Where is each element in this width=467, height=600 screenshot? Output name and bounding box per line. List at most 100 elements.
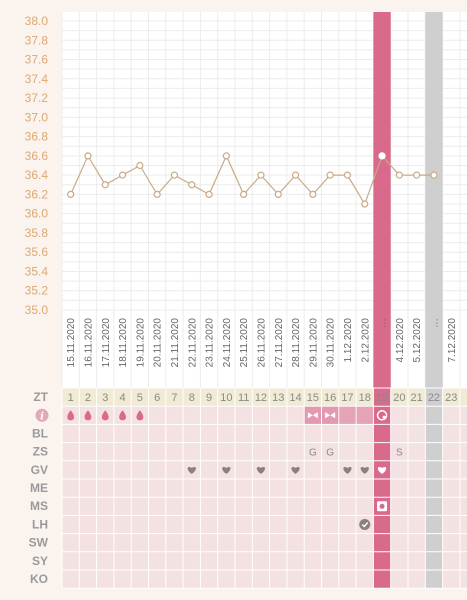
date-label: 21.11.2020 (170, 318, 181, 368)
temperature-point[interactable] (291, 171, 300, 179)
temperature-point[interactable] (118, 171, 127, 179)
bow-cell[interactable] (304, 406, 321, 424)
day-number: 18 (359, 392, 371, 404)
bow-cell[interactable] (322, 406, 339, 424)
temperature-point[interactable] (188, 181, 196, 189)
check-icon-mark (361, 522, 369, 528)
date-label: 16.11.2020 (83, 318, 94, 368)
date-label: 19.11.2020 (135, 318, 146, 368)
date-label: 26.11.2020 (256, 318, 267, 368)
date-label: 17.11.2020 (101, 318, 112, 368)
day-number: 14 (289, 392, 301, 404)
y-tick-label: 35.2 (25, 284, 49, 298)
highlight-day-table-column[interactable] (373, 388, 391, 589)
bow-icon (307, 412, 318, 419)
check-icon[interactable] (359, 519, 371, 530)
zt-row-background (62, 388, 467, 407)
day-number: 17 (341, 392, 353, 404)
heart-icon[interactable] (291, 466, 300, 474)
temperature-point[interactable] (378, 152, 386, 160)
date-label: 28.11.2020 (291, 318, 302, 368)
temperature-point[interactable] (205, 190, 213, 198)
row-label-ms: MS (30, 499, 48, 513)
day-number: 12 (255, 392, 267, 404)
drop-icon[interactable] (136, 410, 144, 421)
day-number: 19 (376, 392, 388, 404)
row-label-me: ME (30, 481, 48, 495)
drop-icon[interactable] (67, 410, 75, 421)
temperature-point[interactable] (361, 200, 369, 208)
y-tick-label: 36.6 (25, 149, 49, 163)
date-label: 27.11.2020 (274, 318, 285, 368)
temperature-point[interactable] (84, 152, 92, 160)
day-number: 3 (102, 392, 108, 404)
temperature-point[interactable] (67, 190, 75, 198)
y-tick-label: 37.6 (25, 53, 49, 67)
ovulation-icon[interactable] (376, 410, 388, 421)
y-tick-label: 37.8 (25, 33, 49, 47)
date-label: 20.11.2020 (153, 318, 164, 368)
temperature-point[interactable] (395, 171, 403, 179)
info-icon-glyph: i (40, 411, 44, 422)
temperature-point[interactable] (413, 171, 421, 179)
bleeding-shade-cell[interactable] (356, 406, 373, 424)
plot-background (62, 12, 467, 388)
drop-icon[interactable] (84, 410, 92, 421)
zs-mark: G (309, 448, 317, 459)
heart-icon[interactable] (377, 466, 387, 474)
date-label: 24.11.2020 (222, 318, 233, 368)
date-label: 18.11.2020 (118, 318, 129, 368)
temperature-point[interactable] (240, 190, 248, 198)
heart-icon[interactable] (222, 466, 231, 474)
temperature-point[interactable] (343, 171, 352, 179)
date-label: 25.11.2020 (239, 318, 250, 368)
heart-icon[interactable] (256, 466, 266, 474)
heart-icon[interactable] (360, 466, 369, 474)
heart-icon[interactable] (187, 466, 196, 474)
temperature-point[interactable] (309, 190, 317, 198)
temperature-point[interactable] (257, 171, 265, 179)
date-label: 29.11.2020 (308, 318, 319, 368)
bleeding-shade-cell[interactable] (339, 406, 356, 424)
drop-icon[interactable] (119, 410, 126, 421)
row-label-bl: BL (32, 426, 48, 440)
day-number: 22 (428, 392, 440, 404)
temperature-point[interactable] (430, 171, 438, 179)
row-label-ko: KO (30, 572, 48, 586)
ms-icon-center (379, 503, 385, 509)
day-number: 5 (137, 392, 143, 404)
y-tick-label: 36.8 (25, 130, 49, 144)
day-number: 21 (411, 392, 423, 404)
temperature-point[interactable] (136, 161, 144, 170)
day-number: 13 (272, 392, 284, 404)
row-label-gv: GV (31, 463, 48, 477)
day-number: 10 (220, 392, 232, 404)
y-tick-label: 38.0 (25, 14, 49, 28)
info-icon[interactable] (35, 408, 49, 422)
day-number: 1 (68, 392, 74, 404)
temperature-point[interactable] (153, 190, 161, 198)
y-tick-label: 35.4 (25, 264, 49, 278)
ovulation-icon-dot (382, 415, 386, 419)
y-tick-label: 35.0 (25, 303, 49, 317)
gray-day-table-column (425, 388, 443, 589)
row-label-lh: LH (32, 517, 48, 531)
date-label: 1.12.2020 (343, 318, 354, 363)
temperature-point[interactable] (101, 181, 109, 189)
y-tick-label: 35.8 (25, 226, 49, 240)
drop-icon[interactable] (101, 410, 109, 421)
temperature-point[interactable] (274, 190, 282, 198)
day-number: 7 (171, 392, 177, 404)
day-number: 4 (119, 392, 125, 404)
day-number: 6 (154, 392, 160, 404)
day-number: 9 (206, 392, 212, 404)
temperature-point[interactable] (326, 171, 334, 179)
heart-icon[interactable] (343, 466, 352, 474)
zs-mark: G (326, 448, 334, 459)
temperature-line (70, 154, 434, 206)
date-label: 22.11.2020 (187, 318, 198, 368)
temperature-point[interactable] (222, 152, 230, 160)
date-label: 23.11.2020 (205, 318, 216, 368)
temperature-point[interactable] (170, 171, 179, 179)
